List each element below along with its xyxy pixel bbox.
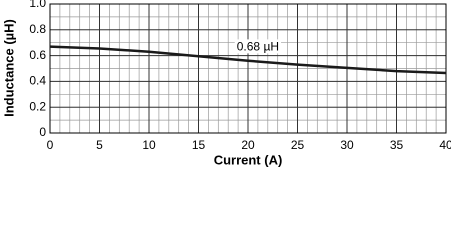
annotation: 0.68 µH <box>237 39 279 53</box>
y-tick-label: 0.2 <box>29 99 46 113</box>
annotation-bg <box>234 39 282 54</box>
y-tick-label: 0.8 <box>29 22 46 36</box>
y-tick-label: 0.4 <box>29 74 46 88</box>
chart: Current (A) Inductance (µH) 0 0.2 0.4 0.6 0.… <box>1 0 451 167</box>
x-tick-label: 25 <box>291 138 305 152</box>
x-axis-title: Current (A) <box>214 152 283 167</box>
x-tick-label: 5 <box>96 138 103 152</box>
x-tick-label: 35 <box>390 138 404 152</box>
y-tick-label: 0 <box>39 125 46 139</box>
x-tick-label: 30 <box>340 138 354 152</box>
x-tick-label: 0 <box>47 138 54 152</box>
plot-frame <box>49 3 447 134</box>
y-tick-label: 0.6 <box>29 48 46 62</box>
x-tick-label: 15 <box>192 138 206 152</box>
x-tick-label: 20 <box>241 138 255 152</box>
x-tick-label: 40 <box>439 138 451 152</box>
x-tick-label: 10 <box>142 138 156 152</box>
y-tick-label: 1.0 <box>29 0 46 10</box>
y-axis-title: Inductance (µH) <box>1 19 16 117</box>
line <box>49 45 447 75</box>
